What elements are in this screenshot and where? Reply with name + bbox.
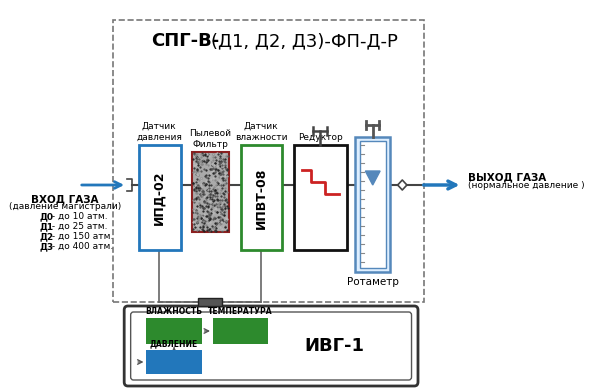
Text: Д0: Д0 — [39, 212, 53, 221]
Text: ВЫХОД ГАЗА: ВЫХОД ГАЗА — [468, 172, 546, 182]
Text: (Д1, Д2, Д3)-ФП-Д-Р: (Д1, Д2, Д3)-ФП-Д-Р — [211, 32, 398, 50]
Text: - до 10 атм.: - до 10 атм. — [49, 212, 108, 221]
Text: ТЕМПЕРАТУРА: ТЕМПЕРАТУРА — [208, 307, 273, 316]
Text: (нормальное давление ): (нормальное давление ) — [468, 181, 584, 190]
Text: ИВГ-1: ИВГ-1 — [304, 337, 364, 355]
Polygon shape — [365, 171, 380, 185]
Text: Датчик
давления: Датчик давления — [136, 122, 182, 142]
Text: Редуктор: Редуктор — [298, 133, 343, 142]
Bar — [355, 137, 390, 272]
Bar — [146, 318, 202, 344]
Bar — [198, 298, 222, 306]
Text: ДАВЛЕНИЕ: ДАВЛЕНИЕ — [150, 339, 198, 348]
Text: - до 400 атм.: - до 400 атм. — [49, 242, 113, 251]
Bar — [294, 145, 347, 250]
Text: - до 25 атм.: - до 25 атм. — [49, 222, 108, 231]
Bar — [360, 141, 386, 268]
FancyBboxPatch shape — [131, 312, 412, 380]
Text: Пылевой
Фильтр: Пылевой Фильтр — [189, 129, 231, 149]
Text: (давление магистрали): (давление магистрали) — [9, 202, 121, 211]
Bar — [241, 145, 282, 250]
Text: СПГ-В-: СПГ-В- — [151, 32, 219, 50]
Text: Датчик
влажности: Датчик влажности — [235, 122, 287, 142]
Text: ВЛАЖНОСТЬ: ВЛАЖНОСТЬ — [146, 307, 203, 316]
Bar — [113, 20, 424, 302]
Bar — [139, 145, 181, 250]
Text: - до 150 атм.: - до 150 атм. — [49, 232, 114, 241]
Text: ИПД-02: ИПД-02 — [153, 171, 166, 225]
Text: Д3: Д3 — [39, 242, 53, 251]
Text: Д2: Д2 — [39, 232, 53, 241]
Text: Ротаметр: Ротаметр — [347, 277, 398, 287]
Bar — [146, 350, 202, 374]
Text: Д1: Д1 — [39, 222, 53, 231]
FancyBboxPatch shape — [124, 306, 418, 386]
Bar — [213, 318, 268, 344]
Text: ВХОД ГАЗА: ВХОД ГАЗА — [31, 194, 99, 204]
Bar — [191, 152, 229, 232]
Text: ИПВТ-08: ИПВТ-08 — [254, 167, 268, 229]
